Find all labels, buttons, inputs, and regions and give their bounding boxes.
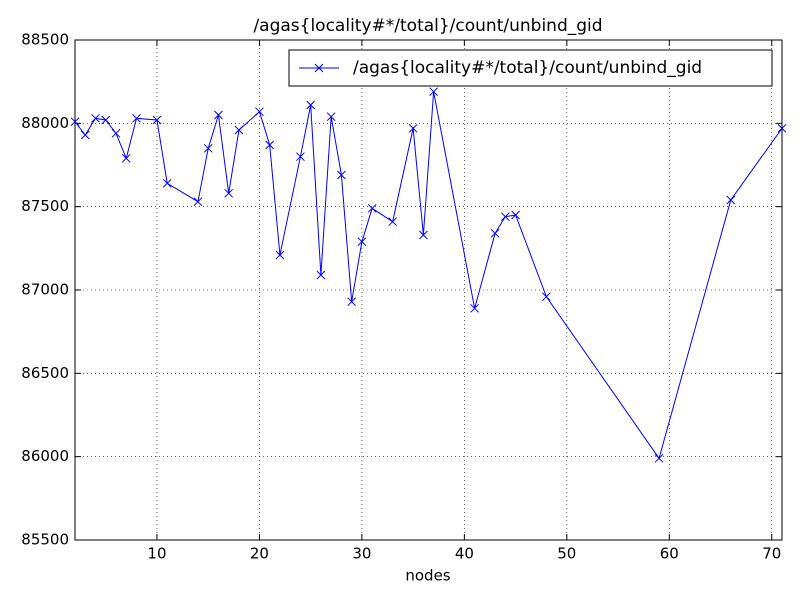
marker <box>777 123 787 133</box>
marker <box>162 178 172 188</box>
marker <box>337 170 346 180</box>
marker <box>314 63 324 73</box>
marker-stroke <box>193 197 203 207</box>
plot-frame <box>74 39 783 541</box>
marker-stroke <box>347 297 357 307</box>
marker <box>541 292 551 302</box>
chart-title: /agas{locality#*/total}/count/unbind_gid <box>253 16 602 36</box>
data-line <box>74 91 783 460</box>
y-tick-label: 87000 <box>21 281 69 299</box>
marker <box>367 203 377 213</box>
marker <box>306 100 316 110</box>
marker-stroke <box>314 63 324 73</box>
marker <box>70 117 80 127</box>
marker <box>214 110 223 120</box>
marker-stroke <box>111 128 121 138</box>
marker-stroke <box>726 195 736 205</box>
marker-stroke <box>306 100 316 110</box>
marker <box>408 123 418 133</box>
marker <box>726 195 736 205</box>
marker <box>419 230 428 240</box>
x-axis-label: nodes <box>405 567 450 585</box>
legend-label: /agas{locality#*/total}/count/unbind_gid <box>353 58 702 78</box>
marker <box>296 152 305 162</box>
marker <box>511 210 520 220</box>
x-tick-label: 30 <box>352 545 371 563</box>
marker <box>357 237 367 247</box>
y-tick-label: 86000 <box>21 447 69 465</box>
marker-stroke <box>234 125 244 135</box>
marker-stroke <box>470 303 479 313</box>
marker <box>347 297 357 307</box>
marker <box>224 188 234 198</box>
x-tick-label: 20 <box>250 545 269 563</box>
marker <box>80 130 90 140</box>
y-tick-label: 85500 <box>21 531 69 549</box>
y-tick-label: 87500 <box>21 197 69 215</box>
marker <box>388 217 397 227</box>
marker-stroke <box>337 170 346 180</box>
y-tick-label: 86500 <box>21 364 69 382</box>
marker <box>152 115 162 125</box>
marker <box>255 107 264 117</box>
y-tick-label: 88000 <box>21 114 69 132</box>
marker-stroke <box>214 110 223 120</box>
marker-stroke <box>500 212 510 222</box>
marker <box>132 113 141 123</box>
marker-stroke <box>255 107 264 117</box>
marker-stroke <box>70 117 80 127</box>
x-tick-label: 50 <box>557 545 576 563</box>
marker-stroke <box>203 143 213 153</box>
marker-stroke <box>490 228 500 238</box>
marker <box>121 153 131 163</box>
marker-stroke <box>101 115 111 125</box>
x-tick-label: 60 <box>660 545 679 563</box>
marker-stroke <box>162 178 172 188</box>
marker-stroke <box>275 250 285 260</box>
marker <box>111 128 121 138</box>
marker-stroke <box>224 188 234 198</box>
marker-stroke <box>777 123 787 133</box>
x-tick-label: 70 <box>762 545 781 563</box>
legend-box <box>288 49 773 87</box>
marker-stroke <box>367 203 377 213</box>
marker <box>91 113 100 123</box>
marker-stroke <box>265 140 275 150</box>
marker <box>326 112 336 122</box>
marker <box>500 212 510 222</box>
marker-stroke <box>121 153 131 163</box>
marker <box>470 303 479 313</box>
x-tick-label: 10 <box>147 545 166 563</box>
marker-stroke <box>152 115 162 125</box>
marker-stroke <box>296 152 305 162</box>
marker <box>203 143 213 153</box>
marker <box>234 125 244 135</box>
marker <box>316 270 326 280</box>
marker <box>429 87 438 97</box>
x-tick-label: 40 <box>455 545 474 563</box>
marker-stroke <box>316 270 326 280</box>
marker-stroke <box>80 130 90 140</box>
marker <box>490 228 500 238</box>
marker-stroke <box>91 113 100 123</box>
y-tick-label: 88500 <box>21 31 69 49</box>
marker-stroke <box>419 230 428 240</box>
marker-stroke <box>357 237 367 247</box>
marker-stroke <box>326 112 336 122</box>
marker <box>275 250 285 260</box>
marker-stroke <box>408 123 418 133</box>
marker-stroke <box>541 292 551 302</box>
marker <box>265 140 275 150</box>
marker-stroke <box>429 87 438 97</box>
marker <box>193 197 203 207</box>
marker-stroke <box>511 210 520 220</box>
marker-stroke <box>388 217 397 227</box>
marker-stroke <box>132 113 141 123</box>
marker-stroke <box>654 453 664 463</box>
marker <box>654 453 664 463</box>
marker <box>101 115 111 125</box>
